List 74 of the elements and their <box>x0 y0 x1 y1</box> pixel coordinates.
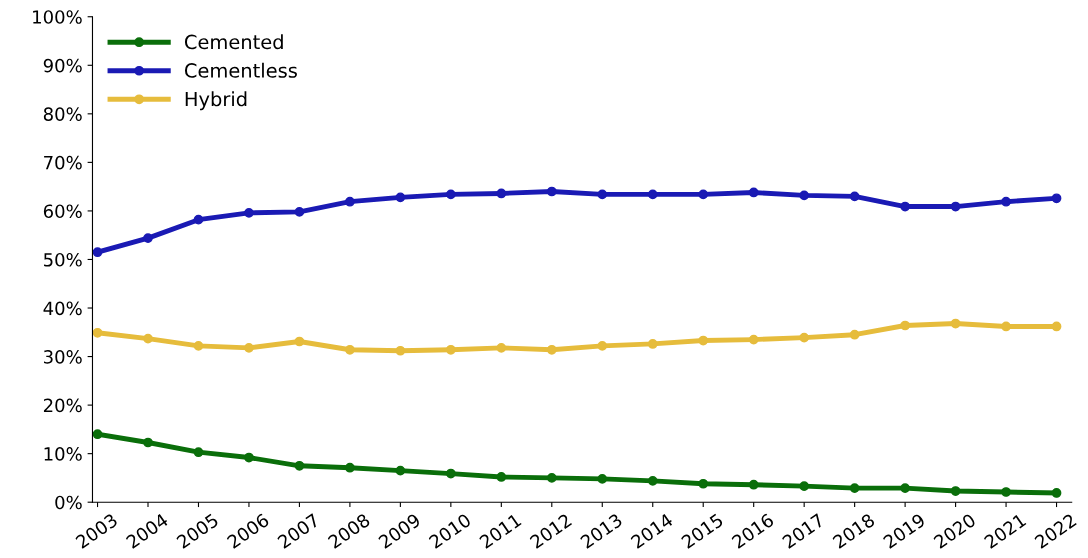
point <box>698 189 709 200</box>
point <box>950 201 961 212</box>
point <box>445 189 456 200</box>
point <box>546 344 557 355</box>
point <box>193 214 204 225</box>
point <box>445 344 456 355</box>
point <box>244 342 254 353</box>
y-tick-label: 20% <box>43 398 82 413</box>
y-tick-label: 10% <box>44 447 82 461</box>
point <box>900 483 910 493</box>
point <box>395 465 406 476</box>
point <box>445 468 456 479</box>
point <box>1001 487 1011 497</box>
point <box>849 329 860 340</box>
y-tick-label: 70% <box>44 155 82 170</box>
point <box>647 339 658 349</box>
point <box>345 196 355 207</box>
y-tick-label: 80% <box>43 107 82 121</box>
point <box>597 341 608 351</box>
point <box>698 478 709 489</box>
point <box>345 462 355 473</box>
point <box>647 189 658 200</box>
point <box>546 186 557 197</box>
point <box>193 447 204 458</box>
point <box>950 318 961 329</box>
point <box>950 486 961 496</box>
y-tick-label: 0% <box>55 495 82 510</box>
point <box>92 247 103 258</box>
point <box>496 472 507 482</box>
point <box>496 188 507 199</box>
point <box>647 475 658 486</box>
point <box>900 320 910 331</box>
point <box>92 429 103 440</box>
point <box>546 473 557 483</box>
point <box>849 483 860 493</box>
legend-label: Cemented <box>184 34 283 50</box>
point <box>1051 193 1062 204</box>
point <box>244 208 254 218</box>
y-tick-label: 50% <box>44 252 82 267</box>
legend-label: Hybrid <box>185 91 247 111</box>
point <box>193 341 204 351</box>
point <box>395 192 406 203</box>
legend-label: Cementless <box>184 62 297 78</box>
point <box>799 481 810 492</box>
point <box>143 233 153 243</box>
point <box>799 332 810 343</box>
point <box>748 187 759 198</box>
point <box>799 190 810 201</box>
point <box>597 189 608 200</box>
point <box>698 335 709 346</box>
point <box>1051 321 1062 332</box>
point <box>1001 196 1011 207</box>
y-tick-label: 90% <box>43 58 82 73</box>
point <box>244 452 254 463</box>
point <box>748 334 759 345</box>
point <box>345 344 355 355</box>
point <box>597 474 608 484</box>
point <box>92 327 103 338</box>
point <box>748 479 759 490</box>
point <box>294 207 305 217</box>
point <box>143 437 153 448</box>
point <box>143 333 153 344</box>
point <box>1051 488 1062 498</box>
point <box>496 342 507 353</box>
point <box>1001 321 1011 332</box>
y-tick-label: 30% <box>44 350 82 364</box>
point <box>294 336 305 347</box>
point <box>294 460 305 471</box>
y-tick-label: 40% <box>43 301 82 316</box>
point <box>900 201 910 212</box>
y-tick-label: 60% <box>43 204 82 219</box>
y-tick-label: 100% <box>33 10 82 24</box>
point <box>849 191 860 202</box>
point <box>395 345 406 356</box>
